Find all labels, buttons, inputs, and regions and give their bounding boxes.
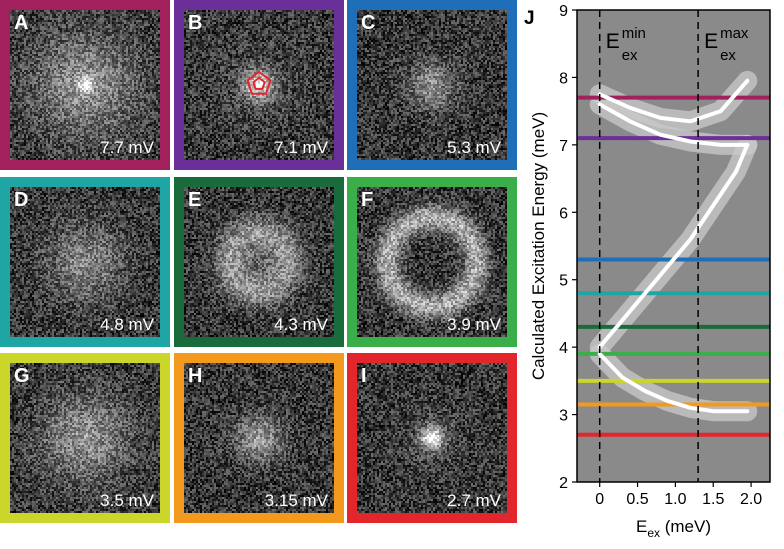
x-tick-label: 0.5 [626, 491, 648, 508]
stm-image [184, 187, 334, 337]
bias-label: 7.7 mV [100, 138, 154, 157]
stm-image [10, 363, 160, 513]
stm-panel-f: F 3.9 mV [347, 177, 517, 347]
energy-bound-label-sub-0: ex [622, 47, 638, 64]
pentagon-marker-icon [246, 70, 272, 95]
x-tick-label: 2.0 [740, 491, 762, 508]
y-tick-label: 4 [559, 340, 568, 357]
stm-image [357, 363, 507, 513]
panel-letter-j: J [524, 8, 535, 29]
bias-label: 4.8 mV [100, 315, 154, 334]
bias-label: 4.3 mV [274, 315, 328, 334]
panel-letter: F [361, 189, 374, 211]
energy-bound-label-sub-1: ex [720, 47, 736, 64]
panel-letter: E [188, 189, 202, 211]
stm-image [357, 10, 507, 160]
excitation-curve-1 [597, 102, 750, 147]
panel-letter: D [14, 189, 29, 211]
stm-panel-e: E 4.3 mV [174, 177, 344, 347]
y-tick-label: 3 [559, 408, 568, 425]
y-tick-label: 9 [559, 3, 568, 20]
stm-image [10, 187, 160, 337]
bias-label: 3.5 mV [100, 491, 154, 510]
y-tick-label: 7 [559, 138, 568, 155]
stm-panel-g: G 3.5 mV [0, 353, 170, 523]
stm-image [357, 187, 507, 337]
stm-image [184, 363, 334, 513]
energy-bound-label-1: E [704, 30, 718, 53]
excitation-curve-3 [597, 351, 750, 414]
y-tick-label: 6 [559, 205, 568, 222]
panel-letter: I [361, 365, 367, 387]
bias-label: 7.1 mV [274, 138, 328, 157]
y-tick-label: 2 [559, 475, 568, 492]
x-tick-label: 1.0 [664, 491, 686, 508]
excitation-curve-2 [597, 142, 750, 350]
energy-bound-label-sup-1: max [720, 25, 749, 42]
bias-label: 3.9 mV [447, 315, 501, 334]
stm-panel-i: I 2.7 mV [347, 353, 517, 523]
plot-frame [576, 9, 771, 483]
x-axis-label: Eex (meV) [636, 517, 711, 540]
y-axis-label: Calculated Excitation Energy (meV) [529, 112, 548, 380]
stm-panel-c: C 5.3 mV [347, 0, 517, 170]
panel-letter: G [14, 365, 30, 387]
bias-label: 5.3 mV [447, 138, 501, 157]
panel-letter: A [14, 12, 29, 34]
stm-image [184, 10, 334, 160]
stm-panel-a: A 7.7 mV [0, 0, 170, 170]
panel-letter: H [188, 365, 203, 387]
stm-panel-h: H 3.15 mV [174, 353, 344, 523]
panel-letter: B [188, 12, 203, 34]
x-tick-label: 0 [595, 491, 604, 508]
y-tick-label: 8 [559, 70, 568, 87]
x-tick-label: 1.5 [702, 491, 724, 508]
excitation-curve-0 [597, 78, 750, 124]
stm-panel-d: D 4.8 mV [0, 177, 170, 347]
bias-label: 2.7 mV [447, 491, 501, 510]
stm-panel-b: B 7.1 mV [174, 0, 344, 170]
panel-letter: C [361, 12, 376, 34]
energy-bound-label-0: E [606, 30, 620, 53]
stm-image [10, 10, 160, 160]
energy-bound-label-sup-0: min [622, 25, 646, 42]
bias-label: 3.15 mV [264, 491, 328, 510]
y-tick-label: 5 [559, 273, 568, 290]
